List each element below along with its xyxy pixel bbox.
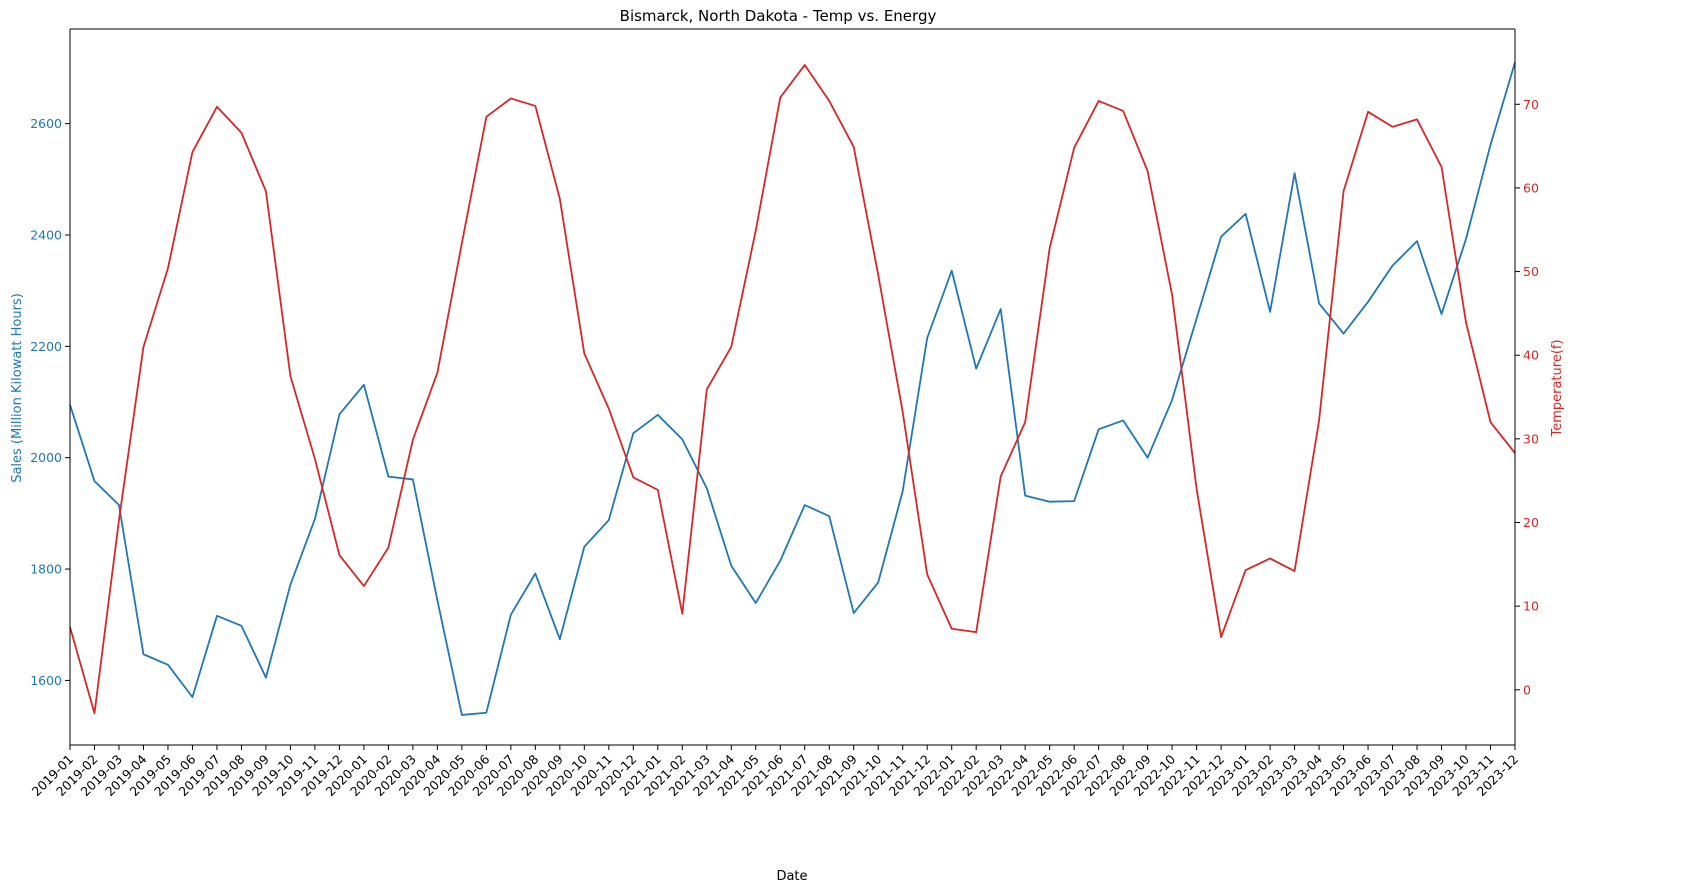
left-y-tick-label: 1800 [30,562,62,577]
left-y-tick-label: 2000 [30,450,62,465]
right-y-axis-label: Temperature(f) [1550,339,1565,437]
temp-series-line [69,64,1516,715]
right-y-tick-label: 70 [1523,97,1539,112]
left-y-tick-label: 2200 [30,339,62,354]
plot-area: 1600180020002200240026000102030405060702… [29,28,1539,799]
left-y-tick-label: 2400 [30,228,62,243]
right-y-tick-label: 30 [1523,431,1539,446]
left-y-tick-label: 1600 [30,673,62,688]
right-y-tick-label: 20 [1523,515,1539,530]
right-y-tick-label: 50 [1523,264,1539,279]
right-y-tick-label: 10 [1523,599,1539,614]
sales-series-line [69,62,1516,716]
right-y-tick-label: 40 [1523,348,1539,363]
left-y-axis-label: Sales (Million Kilowatt Hours) [10,293,25,483]
x-axis-label: Date [776,869,807,884]
right-y-tick-label: 60 [1523,180,1539,195]
right-y-tick-label: 0 [1523,682,1531,697]
chart-title: Bismarck, North Dakota - Temp vs. Energy [620,7,937,25]
left-y-tick-label: 2600 [30,116,62,131]
